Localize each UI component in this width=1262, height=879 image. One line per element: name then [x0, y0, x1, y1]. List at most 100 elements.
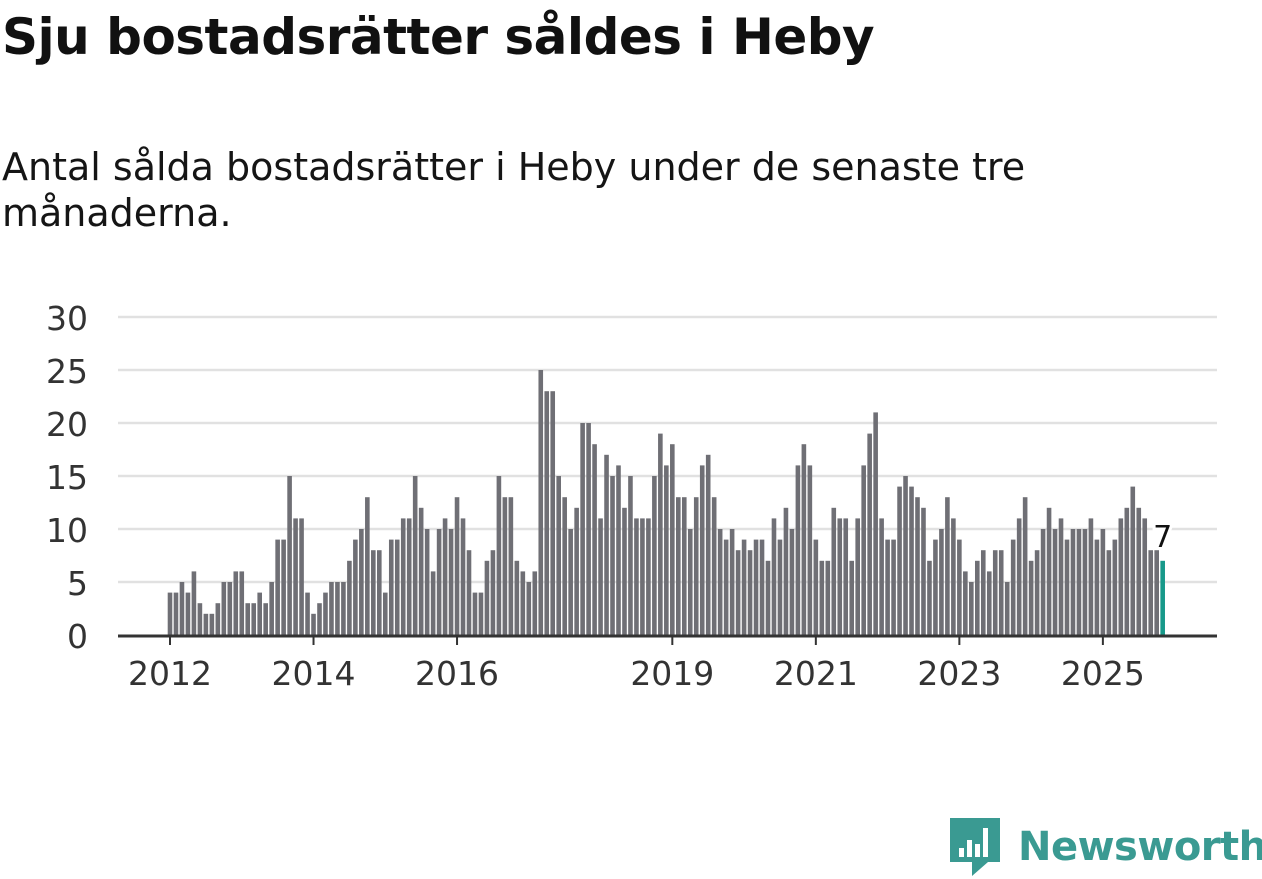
bar: [532, 571, 538, 635]
bar: [359, 529, 364, 635]
bar: [586, 423, 591, 635]
bar: [209, 613, 215, 635]
bar: [197, 603, 203, 635]
bar: [239, 571, 245, 635]
bar: [454, 497, 460, 635]
bar: [825, 560, 831, 635]
y-tick-label: 25: [46, 352, 88, 391]
bar: [1064, 539, 1070, 635]
bar: [658, 433, 663, 635]
y-tick-label: 15: [46, 458, 88, 497]
bar: [873, 412, 878, 635]
bar: [442, 518, 448, 635]
bar: [1058, 518, 1064, 635]
bar: [963, 571, 968, 635]
bar: [424, 529, 430, 635]
bar: [185, 592, 191, 635]
bar: [394, 539, 400, 635]
bar: [526, 582, 532, 635]
bar: [980, 550, 986, 635]
chart-title: Sju bostadsrätter såldes i Heby: [2, 8, 875, 66]
bar: [1004, 582, 1010, 635]
bar: [676, 497, 681, 635]
bar: [520, 571, 526, 635]
bar: [837, 518, 843, 635]
bar: [945, 497, 950, 635]
bar: [490, 550, 496, 635]
bar: [221, 582, 227, 635]
bar: [729, 529, 735, 635]
bar: [1040, 529, 1046, 635]
bar: [795, 465, 801, 635]
bar: [801, 444, 807, 635]
bar: [957, 539, 962, 635]
bar: [933, 539, 938, 635]
bar: [891, 539, 896, 635]
bar: [670, 444, 675, 635]
bar: [323, 592, 328, 635]
bar: [843, 518, 849, 635]
bar: [412, 476, 418, 635]
x-axis-ticks: 2012 2014 2016 2019 2021 2023 2025: [128, 636, 1145, 693]
bar: [1094, 539, 1100, 635]
x-tick-label: 2025: [1061, 654, 1145, 693]
bar: [705, 454, 711, 635]
bar: [747, 550, 753, 635]
bar: [400, 518, 406, 635]
x-tick-label: 2023: [917, 654, 1001, 693]
bar: [1028, 560, 1034, 635]
bar: [909, 486, 914, 635]
bar: [167, 592, 173, 635]
highlight-bar: [1160, 560, 1165, 635]
bar: [897, 486, 902, 635]
bar: [616, 465, 621, 635]
bar: [550, 391, 556, 635]
bar: [939, 529, 944, 635]
x-tick-label: 2012: [128, 654, 212, 693]
bar: [777, 539, 783, 635]
bar: [741, 539, 747, 635]
newsworthy-logo-text: Newsworthy: [1018, 824, 1262, 870]
bar: [879, 518, 884, 635]
bars: [167, 370, 1165, 635]
bar: [305, 592, 310, 635]
bar: [681, 497, 687, 635]
bar: [556, 476, 561, 635]
bar: [580, 423, 585, 635]
newsworthy-logo: Newsworthy: [950, 818, 1262, 876]
bar: [173, 592, 179, 635]
bar: [460, 518, 466, 635]
bar: [992, 550, 998, 635]
bar: [1100, 529, 1106, 635]
bar: [1022, 497, 1028, 635]
bar: [299, 518, 304, 635]
bar: [951, 518, 956, 635]
bar: [1010, 539, 1016, 635]
bar: [610, 476, 615, 635]
bar: [496, 476, 502, 635]
bar: [1106, 550, 1112, 635]
bar: [927, 560, 932, 635]
x-tick-label: 2019: [630, 654, 714, 693]
bar: [275, 539, 280, 635]
bar: [418, 507, 424, 635]
bar: [640, 518, 645, 635]
bar: [723, 539, 729, 635]
bar: [807, 465, 813, 635]
bar: [867, 433, 872, 635]
bar: [1076, 529, 1082, 635]
bar: [191, 571, 197, 635]
bar: [986, 571, 992, 635]
bar: [1112, 539, 1118, 635]
y-axis-ticks: 0 5 10 15 20 25 30: [46, 299, 88, 656]
bar: [311, 613, 316, 635]
bar: [998, 550, 1004, 635]
bar: [353, 539, 358, 635]
bar: [574, 507, 579, 635]
y-tick-label: 5: [67, 564, 88, 603]
bar: [1148, 550, 1154, 635]
bar: [699, 465, 705, 635]
bar: [371, 550, 376, 635]
bar: [233, 571, 239, 635]
bar: [382, 592, 388, 635]
